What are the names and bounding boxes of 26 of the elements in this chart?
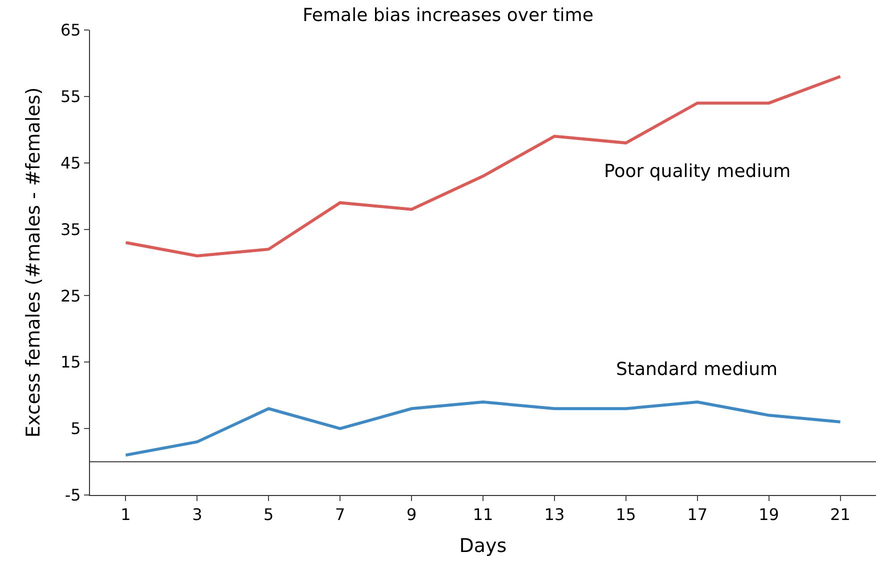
- y-tick-label: 45: [60, 153, 81, 172]
- x-tick-label: 21: [830, 505, 850, 524]
- y-tick-label: 55: [60, 87, 81, 106]
- y-tick-label: 25: [60, 286, 81, 306]
- chart-title: Female bias increases over time: [302, 5, 594, 26]
- line-series: [124, 400, 842, 457]
- y-tick-label: 5: [70, 419, 81, 438]
- y-tick-label: 35: [60, 220, 81, 239]
- x-tick-label: 15: [616, 505, 636, 524]
- x-tick-label: 3: [192, 505, 202, 524]
- x-tick-label: 17: [687, 505, 708, 524]
- line-series: [124, 75, 842, 258]
- series-label: Standard medium: [616, 359, 778, 380]
- y-tick-label: 15: [60, 352, 81, 372]
- y-axis-title: Excess females (#males - #females): [22, 87, 44, 438]
- x-tick-label: 11: [472, 505, 494, 524]
- x-tick-label: 13: [544, 505, 565, 524]
- x-axis-title: Days: [459, 535, 507, 557]
- series-label: Poor quality medium: [604, 161, 791, 182]
- x-tick-label: 1: [120, 505, 131, 524]
- x-tick-label: 7: [334, 505, 346, 524]
- x-tick-label: 19: [758, 505, 779, 524]
- y-tick-label: 65: [60, 20, 81, 40]
- y-tick-label: -5: [64, 486, 81, 505]
- x-tick-label: 9: [406, 505, 417, 524]
- x-tick-label: 5: [264, 505, 274, 524]
